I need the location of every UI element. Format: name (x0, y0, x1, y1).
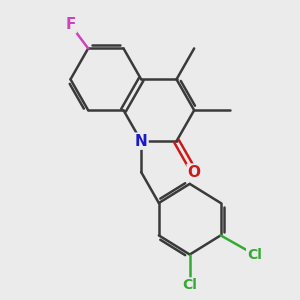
Text: F: F (65, 17, 76, 32)
Text: Cl: Cl (182, 278, 197, 292)
Text: N: N (135, 134, 148, 149)
Text: Cl: Cl (247, 248, 262, 262)
Text: O: O (188, 165, 201, 180)
